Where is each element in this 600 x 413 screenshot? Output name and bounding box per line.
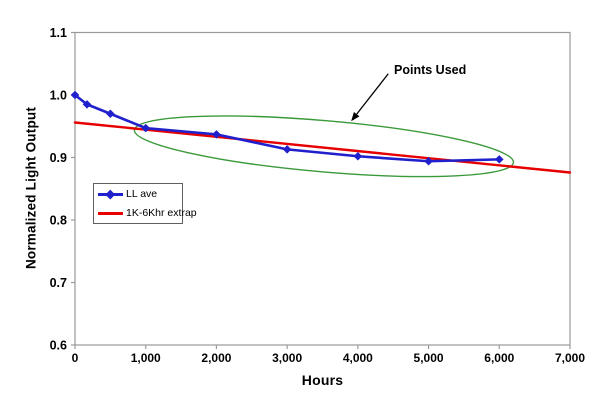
legend-item-ll-ave: LL ave xyxy=(98,185,182,204)
plot-area-border xyxy=(74,31,571,346)
ll-ave-data-point xyxy=(282,145,292,154)
points-used-ellipse xyxy=(133,115,515,178)
ll-ave-data-point xyxy=(70,90,80,100)
ll-ave-data-point xyxy=(212,130,221,139)
y-tick-label: 1.1 xyxy=(50,26,67,40)
ll-ave-diamond-marker-icon xyxy=(105,189,115,199)
ll-ave-data-point xyxy=(353,151,363,161)
legend-label-extrap: 1K-6Khr extrap xyxy=(126,207,197,219)
x-tick-label: 3,000 xyxy=(272,351,302,365)
ll-ave-data-point xyxy=(494,155,504,164)
x-tick-label: 2,000 xyxy=(201,351,231,365)
extrap-line-swatch xyxy=(98,208,123,219)
x-tick-label: 7,000 xyxy=(555,351,585,365)
x-tick-label: 5,000 xyxy=(414,351,444,365)
points-used-annotation-label: Points Used xyxy=(394,63,467,77)
x-tick-label: 4,000 xyxy=(343,351,373,365)
x-axis-title: Hours xyxy=(301,372,344,388)
ll-ave-data-point xyxy=(424,156,433,166)
extrap-line-icon xyxy=(98,212,123,215)
legend-label-ll-ave: LL ave xyxy=(126,188,158,200)
y-tick-label: 1.0 xyxy=(50,89,67,103)
y-tick-label: 0.6 xyxy=(50,339,67,353)
ll-ave-line-swatch xyxy=(98,189,123,200)
x-tick-label: 0 xyxy=(72,351,79,365)
extrap-line xyxy=(73,121,572,174)
x-tick-label: 1,000 xyxy=(131,351,161,365)
ll-ave-data-point xyxy=(106,109,115,119)
y-tick-label: 0.8 xyxy=(50,214,67,228)
legend: LL ave 1K-6Khr extrap xyxy=(93,183,197,224)
y-axis-title: Normalized Light Output xyxy=(23,106,39,270)
annotation-arrowhead-icon xyxy=(351,112,360,122)
ll-ave-data-point xyxy=(141,123,151,133)
annotation-arrow-line xyxy=(356,73,389,115)
y-tick-label: 0.9 xyxy=(50,151,67,165)
x-tick-label: 6,000 xyxy=(484,351,514,365)
legend-item-extrap: 1K-6Khr extrap xyxy=(98,204,197,223)
ll-ave-data-point xyxy=(82,100,92,109)
y-tick-label: 0.7 xyxy=(50,276,67,290)
